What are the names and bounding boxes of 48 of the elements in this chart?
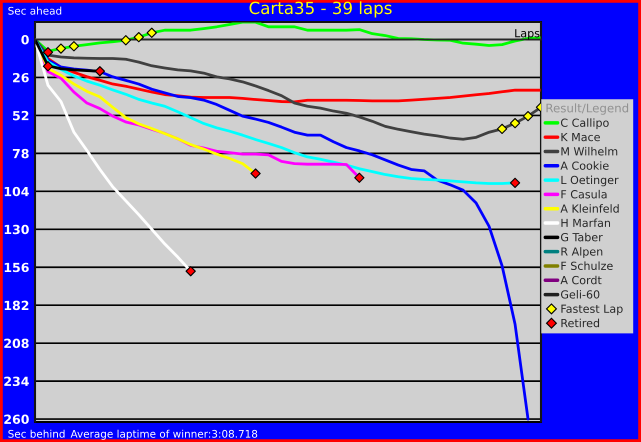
legend-title: Result/Legend <box>546 103 628 115</box>
text: Sec behind <box>8 430 65 438</box>
line-series <box>35 38 541 141</box>
point <box>510 118 520 128</box>
legend-label: C Callipo <box>560 118 609 130</box>
legend-label: H Marfan <box>561 218 610 228</box>
legend-label: F Casula <box>561 190 607 198</box>
chart-title: Carta35 - 39 laps <box>249 1 392 18</box>
y-tick-label: 234 <box>4 376 29 386</box>
point <box>42 61 54 72</box>
point <box>354 172 365 183</box>
legend-label: L Oetinger <box>561 176 619 186</box>
x-axis-title: Laps <box>515 29 540 40</box>
legend-label: G Taber <box>560 232 603 242</box>
point <box>68 41 80 52</box>
point <box>134 32 144 42</box>
text: Sec ahead <box>8 6 62 15</box>
point <box>250 168 261 179</box>
legend-label: Fastest Lap <box>561 304 623 316</box>
y-tick-label: 78 <box>12 148 29 158</box>
point <box>94 66 106 76</box>
point <box>120 35 131 46</box>
point <box>42 47 54 58</box>
legend-label: A Kleinfeld <box>560 204 619 213</box>
point <box>510 178 520 188</box>
y-tick-label: 0 <box>21 34 29 44</box>
point <box>146 28 157 38</box>
legend-label: M Wilhelm <box>561 146 618 156</box>
y-tick-label: 104 <box>4 186 29 196</box>
text: Average laptime of winner:3:08.718 <box>70 430 258 440</box>
y-tick-label: 208 <box>4 338 29 348</box>
point <box>56 43 66 54</box>
legend-label: Geli-60 <box>560 290 600 299</box>
legend-label: A Cookie <box>560 161 609 170</box>
legend-label: F Schulze <box>561 261 613 270</box>
legend-label: K Mace <box>561 132 600 142</box>
y-tick-label: 156 <box>4 262 29 272</box>
point <box>186 266 196 276</box>
y-tick-label: 130 <box>4 224 29 234</box>
legend-label: Retired <box>561 318 600 328</box>
y-tick-label: 26 <box>13 72 29 82</box>
y-tick-label: 260 <box>4 414 29 424</box>
point <box>496 124 508 134</box>
point <box>522 111 534 122</box>
y-tick-label: 52 <box>13 110 28 120</box>
y-tick-label: 182 <box>4 300 28 310</box>
legend-label: A Cordt <box>560 276 602 284</box>
legend-label: R Alpen <box>561 247 602 258</box>
